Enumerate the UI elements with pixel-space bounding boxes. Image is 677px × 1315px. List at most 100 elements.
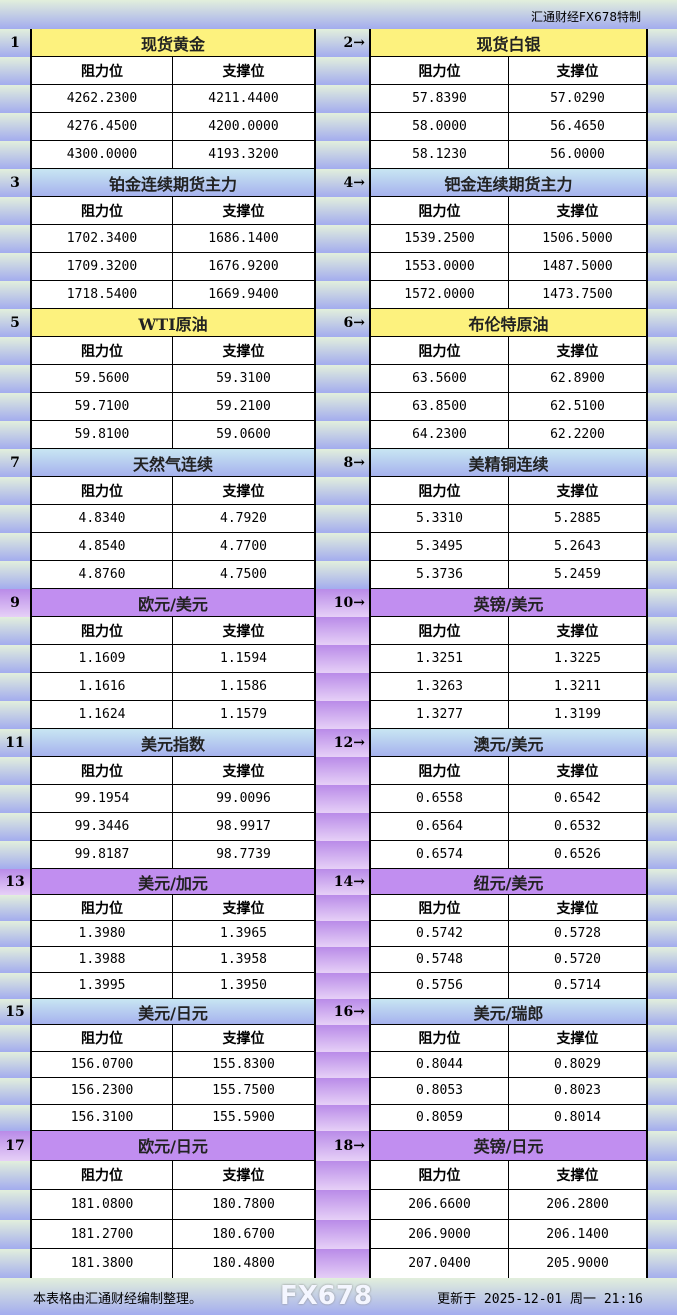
instrument-table: 美精铜连续 阻力位 支撑位 5.3310 5.2885 5.3495 5.2643 5.373… <box>369 449 648 589</box>
instrument-table: WTI原油 阻力位 支撑位 59.5600 59.3100 59.7100 59.2100 5… <box>30 309 316 449</box>
resistance-value: 156.2300 <box>32 1078 173 1105</box>
resistance-value: 1553.0000 <box>371 253 509 281</box>
support-value: 0.5720 <box>509 947 646 973</box>
instrument-title: 欧元/美元 <box>32 589 314 617</box>
resistance-value: 0.5748 <box>371 947 509 973</box>
section-number: 14→ <box>333 874 365 890</box>
resistance-value: 207.0400 <box>371 1249 509 1279</box>
resistance-value: 0.6574 <box>371 841 509 869</box>
instrument-table: 美元/瑞郎 阻力位 支撑位 0.8044 0.8029 0.8053 0.8023 0.805… <box>369 999 648 1131</box>
instrument-title: 澳元/美元 <box>371 729 646 757</box>
support-value: 4211.4400 <box>173 85 314 113</box>
resistance-header: 阻力位 <box>371 1160 509 1191</box>
resistance-value: 181.3800 <box>32 1249 173 1279</box>
section-number: 11 <box>5 735 25 751</box>
support-value: 59.0600 <box>173 421 314 449</box>
support-value: 1.1594 <box>173 645 314 673</box>
support-value: 1.3965 <box>173 921 314 947</box>
support-header: 支撑位 <box>509 197 646 225</box>
middle-column-fill <box>316 999 369 1026</box>
middle-column-fill <box>316 947 369 973</box>
support-header: 支撑位 <box>173 477 314 505</box>
support-value: 155.8300 <box>173 1051 314 1079</box>
support-value: 0.5714 <box>509 973 646 999</box>
number-cell-highlight <box>0 1131 30 1161</box>
support-header: 支撑位 <box>173 617 314 645</box>
instrument-title: 铂金连续期货主力 <box>32 169 314 197</box>
resistance-header: 阻力位 <box>32 57 173 85</box>
resistance-header: 阻力位 <box>371 757 509 785</box>
support-value: 155.5900 <box>173 1104 314 1131</box>
resistance-value: 156.3100 <box>32 1104 173 1131</box>
support-value: 1.1586 <box>173 673 314 701</box>
support-header: 支撑位 <box>509 1160 646 1191</box>
section-number: 7 <box>10 455 20 471</box>
header-title: 汇通财经FX678特制 <box>530 10 641 24</box>
support-value: 4200.0000 <box>173 113 314 141</box>
support-value: 62.2200 <box>509 421 646 449</box>
resistance-value: 1.3263 <box>371 673 509 701</box>
support-value: 59.2100 <box>173 393 314 421</box>
resistance-value: 5.3310 <box>371 505 509 533</box>
resistance-value: 99.8187 <box>32 841 173 869</box>
section-number: 10→ <box>333 595 365 611</box>
resistance-value: 206.9000 <box>371 1219 509 1250</box>
support-value: 62.8900 <box>509 365 646 393</box>
support-value: 0.6542 <box>509 785 646 813</box>
instrument-title: 英镑/日元 <box>371 1131 646 1161</box>
instrument-table: 美元/加元 阻力位 支撑位 1.3980 1.3965 1.3988 1.3958 1.399… <box>30 869 316 999</box>
support-header: 支撑位 <box>509 757 646 785</box>
support-value: 1473.7500 <box>509 281 646 309</box>
resistance-value: 156.0700 <box>32 1051 173 1079</box>
support-header: 支撑位 <box>173 1160 314 1191</box>
resistance-value: 4300.0000 <box>32 141 173 169</box>
support-value: 57.0290 <box>509 85 646 113</box>
middle-column-fill <box>316 1160 369 1191</box>
support-header: 支撑位 <box>173 197 314 225</box>
support-value: 1487.5000 <box>509 253 646 281</box>
support-value: 1669.9400 <box>173 281 314 309</box>
instrument-table: 英镑/美元 阻力位 支撑位 1.3251 1.3225 1.3263 1.3211 1.327… <box>369 589 648 729</box>
support-value: 155.7500 <box>173 1078 314 1105</box>
instrument-table: 现货白银 阻力位 支撑位 57.8390 57.0290 58.0000 56.4650 58… <box>369 29 648 169</box>
resistance-header: 阻力位 <box>32 617 173 645</box>
resistance-value: 0.6564 <box>371 813 509 841</box>
support-header: 支撑位 <box>173 895 314 921</box>
update-time: 更新于 2025-12-01 周一 21:16 <box>437 1292 643 1307</box>
support-value: 1.3225 <box>509 645 646 673</box>
resistance-value: 59.5600 <box>32 365 173 393</box>
middle-column-fill <box>316 1025 369 1052</box>
support-value: 62.5100 <box>509 393 646 421</box>
footer: 本表格由汇通财经编制整理。 FX678 更新于 2025-12-01 周一 21… <box>0 1278 677 1315</box>
resistance-value: 0.8053 <box>371 1078 509 1105</box>
support-value: 98.7739 <box>173 841 314 869</box>
support-value: 56.4650 <box>509 113 646 141</box>
support-value: 1.3958 <box>173 947 314 973</box>
middle-column-fill <box>316 673 369 701</box>
resistance-value: 0.6558 <box>371 785 509 813</box>
instrument-table: 纽元/美元 阻力位 支撑位 0.5742 0.5728 0.5748 0.5720 0.575… <box>369 869 648 999</box>
resistance-value: 1.3988 <box>32 947 173 973</box>
resistance-value: 59.8100 <box>32 421 173 449</box>
instrument-title: 天然气连续 <box>32 449 314 477</box>
watermark-logo: FX678 <box>280 1281 373 1311</box>
footer-note: 本表格由汇通财经编制整理。 <box>33 1292 203 1307</box>
support-header: 支撑位 <box>509 1025 646 1052</box>
resistance-value: 181.2700 <box>32 1219 173 1250</box>
resistance-value: 1702.3400 <box>32 225 173 253</box>
instrument-table: 欧元/日元 阻力位 支撑位 181.0800 180.7800 181.2700 180.6… <box>30 1131 316 1279</box>
section-number: 5 <box>10 315 20 331</box>
resistance-value: 57.8390 <box>371 85 509 113</box>
support-value: 1.3950 <box>173 973 314 999</box>
support-value: 206.1400 <box>509 1219 646 1250</box>
support-header: 支撑位 <box>173 57 314 85</box>
resistance-value: 181.0800 <box>32 1190 173 1220</box>
resistance-header: 阻力位 <box>32 1160 173 1191</box>
support-header: 支撑位 <box>509 57 646 85</box>
resistance-value: 59.7100 <box>32 393 173 421</box>
section-number: 12→ <box>333 735 365 751</box>
instrument-title: 美元指数 <box>32 729 314 757</box>
middle-column-fill <box>316 1249 369 1279</box>
resistance-value: 1.1624 <box>32 701 173 729</box>
support-header: 支撑位 <box>509 617 646 645</box>
